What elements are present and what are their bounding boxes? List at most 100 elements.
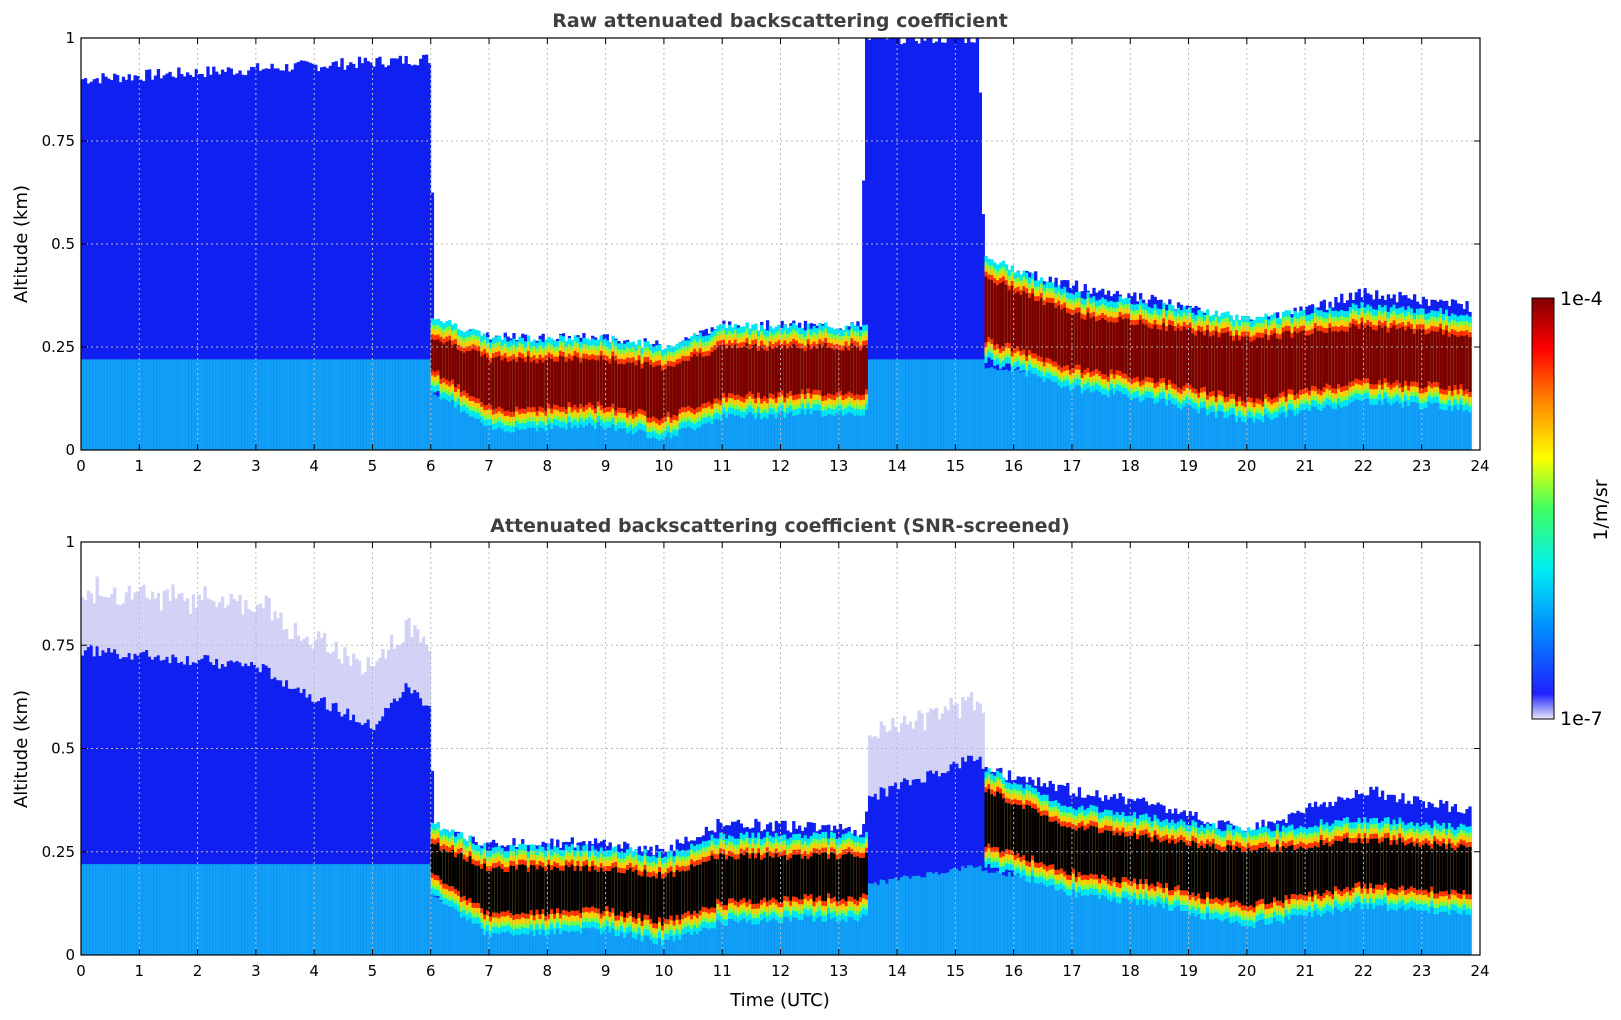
aerosol-cell (369, 62, 373, 450)
nearsurface-cell (897, 359, 901, 450)
nearsurface-cell (754, 394, 758, 450)
nearsurface-cell (252, 359, 257, 450)
layer-core-cell (631, 871, 636, 918)
layer-core-cell (468, 856, 472, 898)
layer-core-cell (462, 352, 467, 391)
layer-core-cell (1299, 331, 1303, 390)
nearsurface-cell (107, 864, 111, 955)
haze-cell (395, 644, 400, 702)
layer-core-cell (471, 864, 475, 903)
nearsurface-cell (1133, 379, 1137, 450)
nearsurface-cell (832, 395, 837, 450)
layer-core-cell (1060, 309, 1064, 368)
nearsurface-cell (200, 864, 204, 955)
nearsurface-cell (1022, 371, 1026, 450)
aerosol-cell (171, 76, 175, 450)
layer-core-cell (1273, 333, 1277, 398)
nearsurface-cell (1316, 385, 1321, 450)
aerosol-cell (118, 658, 123, 955)
layer-core-cell (646, 361, 650, 418)
nearsurface-cell (1016, 369, 1020, 450)
nearsurface-cell (1284, 389, 1289, 450)
nearsurface-cell (1436, 383, 1440, 450)
layer-core-cell (809, 349, 813, 394)
layer-core-cell (579, 362, 583, 404)
nearsurface-cell (343, 864, 347, 955)
nearsurface-cell (847, 897, 851, 955)
nearsurface-cell (1217, 389, 1222, 450)
layer-core-cell (1069, 313, 1073, 370)
nearsurface-cell (611, 907, 615, 955)
aerosol-cell (95, 646, 99, 955)
nearsurface-cell (1101, 885, 1105, 955)
nearsurface-cell (591, 905, 595, 955)
layer-core-cell (550, 869, 554, 910)
aerosol-cell (419, 698, 423, 955)
nearsurface-cell (701, 901, 706, 955)
aerosol-cell (188, 665, 193, 955)
nearsurface-cell (95, 864, 99, 955)
nearsurface-cell (287, 864, 292, 955)
nearsurface-cell (830, 396, 834, 450)
layer-core-cell (1412, 333, 1417, 382)
layer-core-cell (1045, 815, 1050, 867)
nearsurface-cell (853, 394, 857, 450)
aerosol-cell (934, 770, 939, 955)
nearsurface-cell (287, 359, 292, 450)
layer-core-cell (1171, 325, 1175, 384)
nearsurface-cell (407, 359, 411, 450)
aerosol-cell (92, 79, 96, 450)
nearsurface-cell (929, 871, 933, 955)
nearsurface-cell (279, 359, 283, 450)
haze-cell (215, 606, 219, 659)
haze-cell (209, 599, 213, 663)
haze-cell (110, 594, 114, 653)
aerosol-cell (981, 214, 985, 450)
layer-core-cell (818, 344, 822, 391)
haze-cell (171, 584, 175, 655)
nearsurface-cell (853, 898, 857, 955)
layer-core-cell (739, 347, 744, 397)
nearsurface-cell (987, 368, 991, 450)
nearsurface-cell (856, 392, 860, 450)
nearsurface-cell (1002, 875, 1006, 955)
layer-core-cell (1118, 316, 1122, 371)
nearsurface-cell (279, 864, 283, 955)
nearsurface-cell (424, 864, 429, 955)
layer-core-cell (984, 276, 988, 343)
nearsurface-cell (964, 867, 968, 955)
aerosol-cell (952, 761, 956, 955)
layer-core-cell (725, 348, 729, 398)
x-tick-label: 2 (193, 457, 203, 475)
nearsurface-cell (923, 359, 927, 450)
nearsurface-cell (328, 359, 333, 450)
nearsurface-cell (217, 359, 222, 450)
nearsurface-cell (736, 393, 741, 450)
nearsurface-cell (235, 864, 239, 955)
haze-cell (136, 591, 140, 656)
nearsurface-cell (1450, 382, 1455, 450)
aerosol-cell (961, 757, 965, 955)
nearsurface-cell (238, 359, 242, 450)
nearsurface-cell (1206, 390, 1210, 450)
layer-core-cell (471, 349, 475, 397)
nearsurface-cell (739, 396, 744, 450)
nearsurface-cell (215, 359, 219, 450)
nearsurface-cell (133, 359, 137, 450)
layer-core-cell (987, 789, 991, 844)
aerosol-cell (410, 693, 414, 955)
nearsurface-cell (722, 897, 726, 955)
nearsurface-cell (1039, 373, 1044, 450)
nearsurface-cell (882, 880, 886, 955)
aerosol-cell (142, 651, 146, 955)
nearsurface-cell (803, 391, 808, 450)
x-tick-label: 3 (251, 457, 261, 475)
nearsurface-cell (360, 359, 365, 450)
haze-cell (118, 605, 123, 659)
heatmap-field (81, 38, 1472, 450)
aerosol-cell (270, 679, 274, 955)
nearsurface-cell (270, 864, 274, 955)
layer-core-cell (1421, 329, 1426, 389)
nearsurface-cell (419, 359, 423, 450)
layer-core-cell (678, 363, 682, 409)
